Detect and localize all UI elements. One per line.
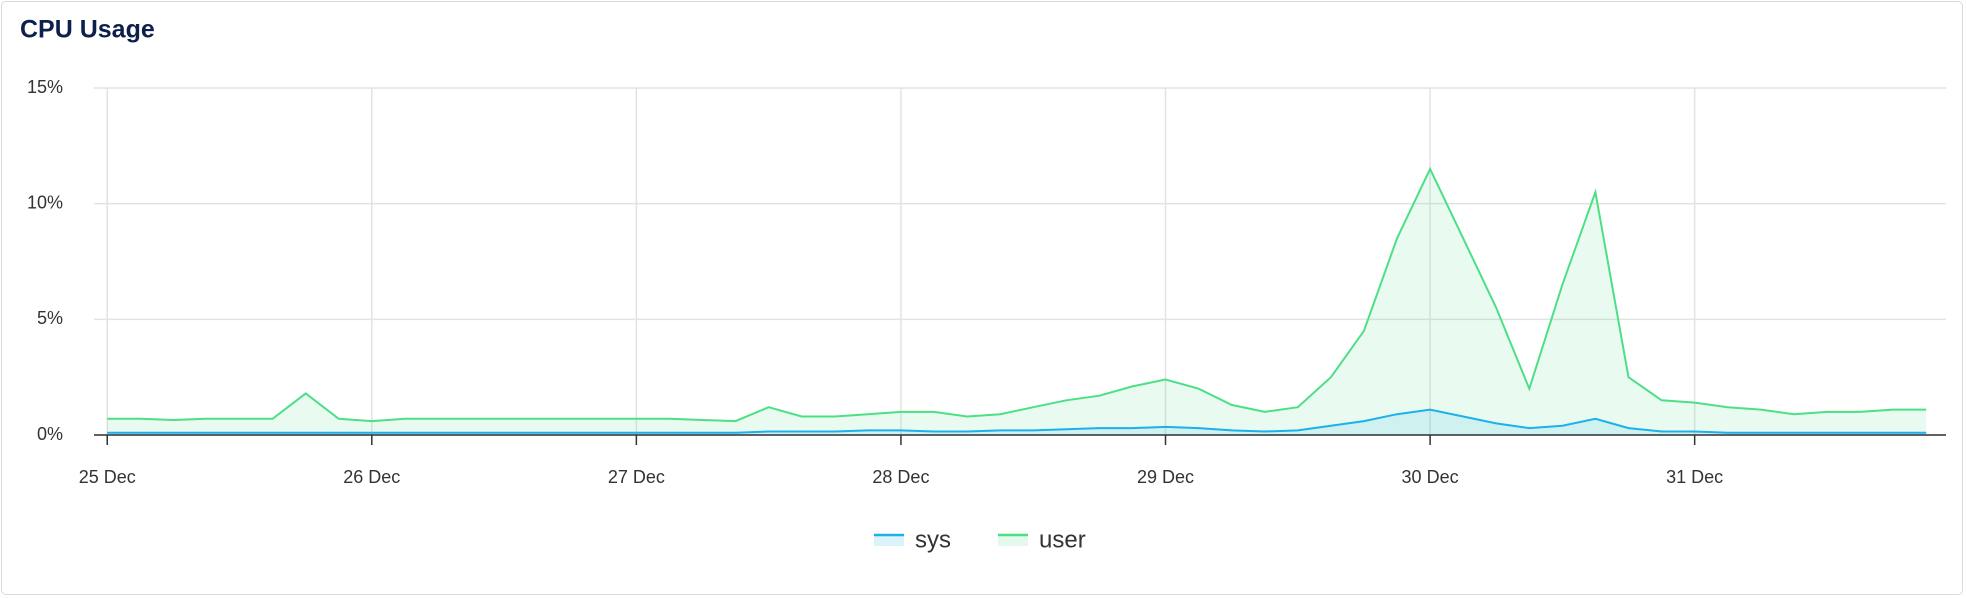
x-tick-label: 25 Dec [79, 467, 136, 487]
y-tick-label: 5% [37, 308, 63, 328]
area-line [107, 408, 1927, 434]
area-fill [107, 409, 1927, 435]
legend-label: user [1039, 526, 1086, 553]
x-tick-label: 29 Dec [1137, 467, 1194, 487]
y-tick-label: 10% [27, 192, 63, 212]
y-tick-label: 15% [27, 77, 63, 97]
x-tick-label: 28 Dec [872, 467, 929, 487]
x-tick-label: 27 Dec [608, 467, 665, 487]
legend-label: sys [915, 526, 951, 553]
legend-swatch [874, 534, 904, 546]
y-tick-label: 0% [37, 424, 63, 444]
x-tick-label: 31 Dec [1666, 467, 1723, 487]
chart-title: CPU Usage [20, 16, 155, 44]
legend-swatch [998, 534, 1028, 546]
area-fill [107, 169, 1927, 435]
x-tick-label: 26 Dec [343, 467, 400, 487]
area-line [107, 166, 1927, 423]
x-tick-label: 30 Dec [1402, 467, 1459, 487]
